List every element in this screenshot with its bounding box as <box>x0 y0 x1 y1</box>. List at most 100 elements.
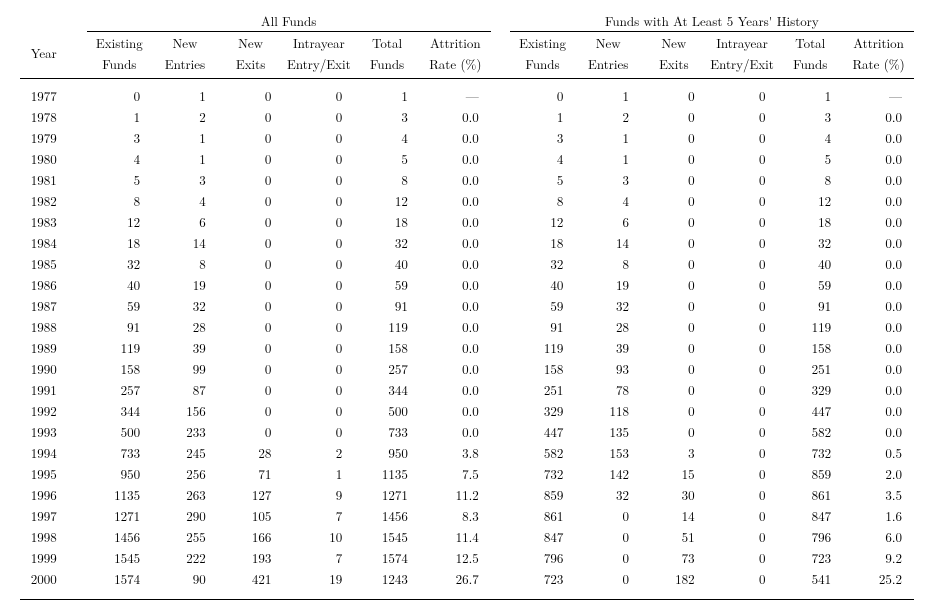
cell-year: 1981 <box>20 169 68 190</box>
table-row: 199915452221937157412.579607307239.2 <box>20 547 914 568</box>
cell-b-exist: 723 <box>510 568 576 589</box>
cell-a-total: 1456 <box>354 505 420 526</box>
cell-a-total: 4 <box>354 127 420 148</box>
cell-b-new: 8 <box>575 253 641 274</box>
table-row: 199595025671111357.57321421508592.0 <box>20 463 914 484</box>
col-newexits-b2: Exits <box>641 53 707 74</box>
cell-a-intra: 0 <box>283 127 354 148</box>
cell-a-attr: 0.0 <box>420 421 491 442</box>
cell-gap <box>68 568 87 589</box>
cell-a-total: 257 <box>354 358 420 379</box>
col-newentries-a2: Entries <box>152 53 218 74</box>
col-newexits-a: New <box>218 32 284 54</box>
cell-b-total: 723 <box>777 547 843 568</box>
cell-a-total: 18 <box>354 211 420 232</box>
cell-b-attr: 0.0 <box>843 169 914 190</box>
cell-gap <box>68 400 87 421</box>
cell-a-total: 500 <box>354 400 420 421</box>
cell-b-new: 1 <box>575 148 641 169</box>
cell-a-new: 233 <box>152 421 218 442</box>
cell-a-intra: 2 <box>283 442 354 463</box>
funds-table: All Funds Funds with At Least 5 Years' H… <box>20 10 914 600</box>
cell-b-exit: 0 <box>641 274 707 295</box>
cell-gap <box>68 484 87 505</box>
cell-a-exist: 1456 <box>87 526 153 547</box>
cell-a-intra: 0 <box>283 106 354 127</box>
cell-a-exist: 1271 <box>87 505 153 526</box>
col-newentries-b2: Entries <box>575 53 641 74</box>
cell-gap <box>68 379 87 400</box>
cell-a-new: 6 <box>152 211 218 232</box>
cell-b-total: 158 <box>777 337 843 358</box>
cell-b-exit: 0 <box>641 295 707 316</box>
cell-b-attr: 1.6 <box>843 505 914 526</box>
cell-b-total: 732 <box>777 442 843 463</box>
cell-b-new: 28 <box>575 316 641 337</box>
cell-gap <box>491 190 510 211</box>
cell-year: 1986 <box>20 274 68 295</box>
table-header: All Funds Funds with At Least 5 Years' H… <box>20 10 914 85</box>
cell-gap <box>491 127 510 148</box>
cell-gap <box>68 463 87 484</box>
cell-a-exist: 733 <box>87 442 153 463</box>
cell-gap <box>491 568 510 589</box>
table-row: 198911939001580.011939001580.0 <box>20 337 914 358</box>
table-row: 198532800400.032800400.0 <box>20 253 914 274</box>
cell-b-exit: 51 <box>641 526 707 547</box>
cell-b-exist: 859 <box>510 484 576 505</box>
cell-b-intra: 0 <box>707 484 778 505</box>
cell-a-new: 19 <box>152 274 218 295</box>
col-attr-b: Attrition <box>843 32 914 54</box>
cell-b-exist: 8 <box>510 190 576 211</box>
superheader-filtered-funds: Funds with At Least 5 Years' History <box>510 10 914 32</box>
col-total-a: Total <box>354 32 420 54</box>
cell-a-exist: 950 <box>87 463 153 484</box>
cell-a-exist: 8 <box>87 190 153 211</box>
cell-a-attr: 0.0 <box>420 316 491 337</box>
cell-gap <box>68 442 87 463</box>
cell-a-new: 39 <box>152 337 218 358</box>
cell-gap <box>491 505 510 526</box>
cell-a-intra: 7 <box>283 547 354 568</box>
cell-a-total: 12 <box>354 190 420 211</box>
cell-a-total: 32 <box>354 232 420 253</box>
cell-a-new: 14 <box>152 232 218 253</box>
cell-b-exit: 0 <box>641 232 707 253</box>
cell-b-exit: 0 <box>641 148 707 169</box>
cell-b-intra: 0 <box>707 316 778 337</box>
table-row: 199611352631279127111.2859323008613.5 <box>20 484 914 505</box>
cell-b-exit: 0 <box>641 358 707 379</box>
table-row: 1978120030.0120030.0 <box>20 106 914 127</box>
cell-gap <box>491 484 510 505</box>
cell-year: 1982 <box>20 190 68 211</box>
cell-b-total: 91 <box>777 295 843 316</box>
cell-year: 2000 <box>20 568 68 589</box>
cell-b-exist: 1 <box>510 106 576 127</box>
cell-a-total: 344 <box>354 379 420 400</box>
cell-b-attr: 0.0 <box>843 106 914 127</box>
col-intrayear-a2: Entry/Exit <box>283 53 354 74</box>
cell-a-new: 4 <box>152 190 218 211</box>
cell-a-intra: 0 <box>283 253 354 274</box>
cell-a-new: 156 <box>152 400 218 421</box>
cell-b-intra: 0 <box>707 463 778 484</box>
cell-a-intra: 10 <box>283 526 354 547</box>
cell-a-exist: 5 <box>87 169 153 190</box>
cell-b-total: 119 <box>777 316 843 337</box>
cell-gap <box>68 253 87 274</box>
cell-a-total: 91 <box>354 295 420 316</box>
cell-a-attr: 0.0 <box>420 295 491 316</box>
cell-b-intra: 0 <box>707 106 778 127</box>
cell-a-attr: 0.0 <box>420 337 491 358</box>
col-total-b2: Funds <box>777 53 843 74</box>
cell-b-exit: 0 <box>641 379 707 400</box>
cell-a-intra: 0 <box>283 169 354 190</box>
cell-gap <box>491 316 510 337</box>
table-row: 199015899002570.015893002510.0 <box>20 358 914 379</box>
cell-b-total: 40 <box>777 253 843 274</box>
cell-a-new: 256 <box>152 463 218 484</box>
cell-year: 1983 <box>20 211 68 232</box>
cell-b-exit: 0 <box>641 421 707 442</box>
cell-b-exist: 158 <box>510 358 576 379</box>
cell-b-attr: 0.5 <box>843 442 914 463</box>
